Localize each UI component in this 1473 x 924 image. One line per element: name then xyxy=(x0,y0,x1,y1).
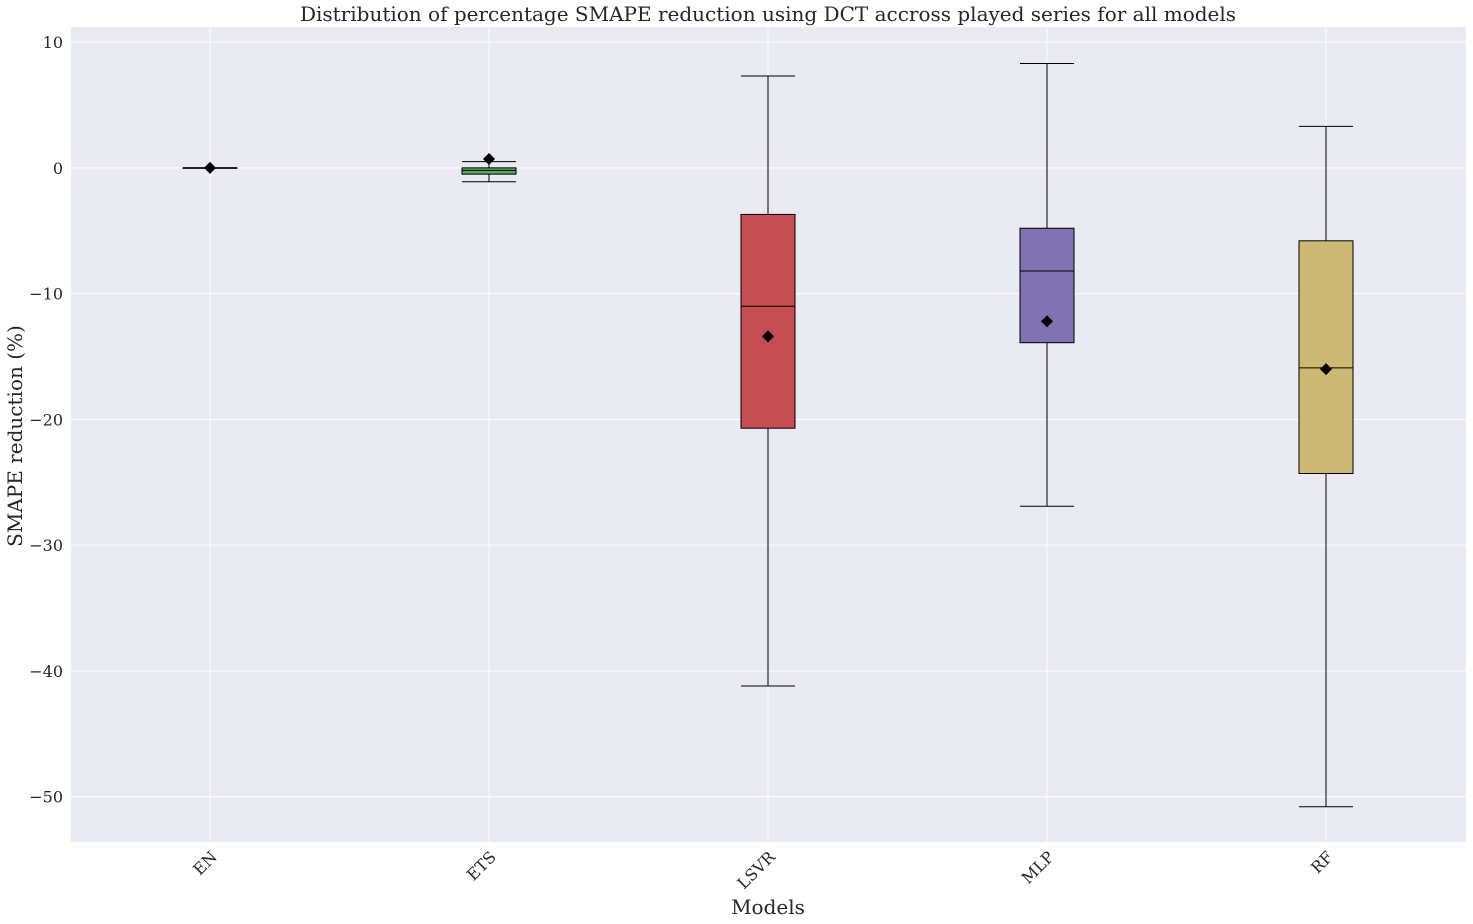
x-tick-label-ets: ETS xyxy=(463,847,500,884)
y-tick-label: −20 xyxy=(29,410,63,429)
chart-title: Distribution of percentage SMAPE reducti… xyxy=(300,2,1236,26)
y-tick-labels: 10 0 −10 −20 −30 −40 −50 xyxy=(29,33,63,807)
y-tick-label: −50 xyxy=(29,788,63,807)
x-tick-label-mlp: MLP xyxy=(1018,847,1058,887)
iqr-box xyxy=(1299,241,1353,474)
y-tick-label: −10 xyxy=(29,285,63,304)
x-tick-label-lsvr: LSVR xyxy=(733,847,779,893)
x-tick-label-rf: RF xyxy=(1307,847,1337,877)
y-tick-label: 10 xyxy=(43,33,63,52)
x-tick-label-en: EN xyxy=(189,847,221,879)
y-tick-label: −40 xyxy=(29,662,63,681)
x-tick-labels: EN ETS LSVR MLP RF xyxy=(189,847,1337,893)
y-axis-label: SMAPE reduction (%) xyxy=(3,325,27,547)
y-tick-label: 0 xyxy=(53,159,63,178)
x-axis-label: Models xyxy=(731,895,805,919)
iqr-box xyxy=(741,214,795,428)
y-tick-label: −30 xyxy=(29,536,63,555)
iqr-box xyxy=(462,168,516,174)
